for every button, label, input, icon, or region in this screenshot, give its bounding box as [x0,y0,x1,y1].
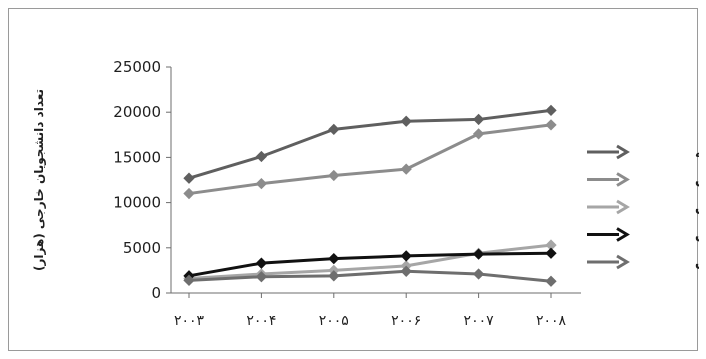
data-point [545,239,557,251]
legend-arrow-icon [616,227,630,242]
legend-arrow-icon [616,172,630,187]
series-5 [183,265,557,287]
y-tick-label: 20000 [113,103,161,121]
data-point [545,119,557,131]
data-point [255,271,268,283]
y-tick-label: 5000 [123,239,161,257]
y-axis-title-group: تعداد دانشجویان خارجی (هزار) [32,89,47,271]
data-point [545,104,557,117]
series-line [188,243,552,281]
legend-item: ایران [587,254,699,271]
data-point [472,128,485,140]
data-point [400,250,412,262]
legend-label: عربستان [695,174,699,189]
axes [170,67,581,294]
y-tick-label: 25000 [113,58,161,76]
data-point [328,123,340,136]
data-point [400,163,412,175]
legend: ترکیه عربستان آذربایجان ارمنستان ایران [587,144,699,271]
data-point [328,252,340,265]
series-line [188,269,552,283]
data-point [183,274,195,287]
data-point [183,187,195,200]
line-chart: تعداد دانشجویان خارجی (هزار) 0 5000 10000 1… [32,58,699,329]
legend-item: عربستان [587,172,699,189]
x-tick-label: ۲۰۰۷ [464,313,495,329]
y-axis-ticks: 0 5000 10000 15000 20000 25000 [113,58,171,302]
legend-arrow-icon [616,144,630,160]
data-point [255,257,268,269]
data-point [255,177,268,190]
data-point [545,275,557,287]
x-tick-label: ۲۰۰۵ [319,313,349,329]
y-axis-title: تعداد دانشجویان خارجی (هزار) [32,89,47,271]
legend-arrow-icon [616,199,630,215]
series-line [188,123,552,196]
series-4 [183,247,557,282]
data-point [545,247,557,259]
y-tick-label: 10000 [113,194,161,212]
x-tick-label: ۲۰۰۴ [246,313,276,329]
series-line [188,251,552,278]
data-point [328,169,340,182]
legend-item: ترکیه [587,144,699,161]
x-tick-label: ۲۰۰۸ [536,313,567,329]
y-tick-label: 15000 [113,148,161,166]
data-point [183,172,195,184]
data-point [472,113,485,126]
legend-label: آذربایجان [695,199,699,216]
legend-arrow-icon [616,254,630,270]
chart-frame: تعداد دانشجویان خارجی (هزار) 0 5000 10000 1… [8,8,699,351]
legend-item: ارمنستان [587,227,699,244]
data-point [472,268,485,280]
data-point [472,248,485,260]
x-axis-ticks: ۲۰۰۳ ۲۰۰۴ ۲۰۰۵ ۲۰۰۶ ۲۰۰۷ ۲۰۰۸ [174,293,567,329]
x-tick-label: ۲۰۰۳ [174,313,205,329]
data-point [400,265,412,277]
x-tick-label: ۲۰۰۶ [391,313,421,329]
data-point [255,150,268,163]
series-2 [183,119,557,200]
series-layer [183,104,557,287]
legend-label: ایران [695,256,699,271]
legend-label: ترکیه [695,146,699,161]
series-line [188,108,552,180]
y-tick-label: 0 [151,284,161,302]
data-point [328,270,340,282]
legend-label: ارمنستان [695,229,699,244]
data-point [400,115,412,127]
legend-item: آذربایجان [587,199,699,216]
